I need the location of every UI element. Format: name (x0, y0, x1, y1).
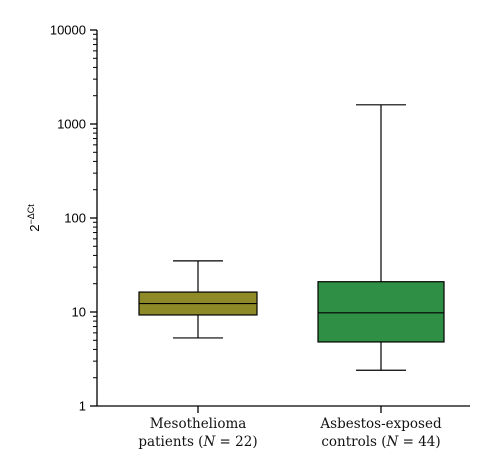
y-tick-label: 1000 (57, 117, 86, 132)
box-group (138, 260, 258, 339)
category-label-line1: Mesothelioma (150, 416, 247, 432)
category-label-part: = 44) (398, 434, 440, 450)
box-group (317, 104, 445, 371)
y-tick-label: 10000 (50, 23, 86, 38)
y-tick-label: 10 (72, 305, 86, 320)
iqr-box (317, 281, 445, 343)
category-label-line2: patients (N = 22) (138, 434, 257, 450)
category-label-line1: Asbestos-exposed (319, 416, 442, 432)
category-label-part: patients ( (138, 434, 203, 450)
category-label-variable: N (386, 434, 400, 450)
category-label-part: controls ( (321, 434, 386, 450)
y-axis-label: 2−ΔCt (26, 204, 42, 232)
y-tick-label: 100 (64, 211, 86, 226)
category-label-part: = 22) (215, 434, 257, 450)
category-label-line2: controls (N = 44) (321, 434, 440, 450)
category-label-variable: N (202, 434, 216, 450)
y-tick-label: 1 (79, 399, 86, 414)
box-series (138, 104, 445, 371)
y-axis: 1 10 100 1000 10000 (50, 23, 98, 414)
